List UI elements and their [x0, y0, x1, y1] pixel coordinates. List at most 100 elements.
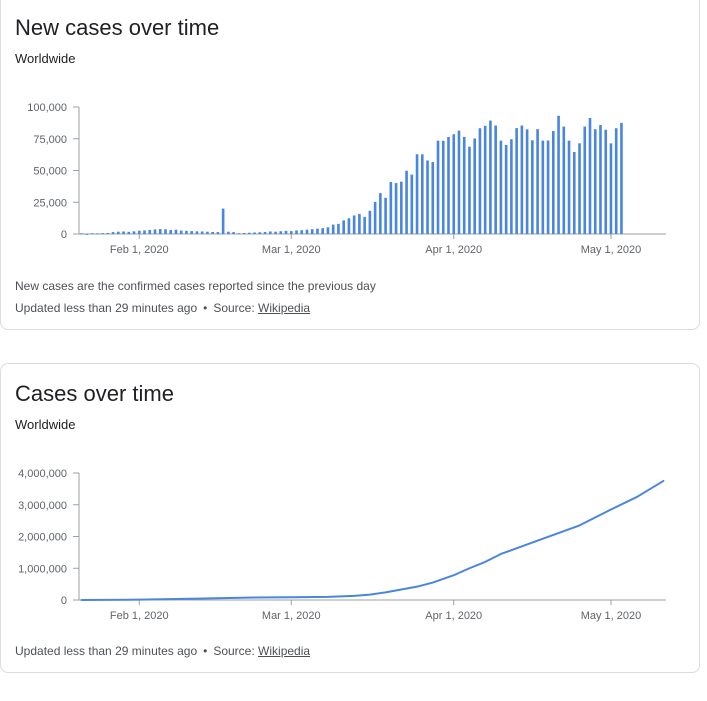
bar [185, 230, 188, 234]
bar [494, 125, 497, 234]
x-tick-label: Apr 1, 2020 [425, 610, 482, 622]
bar [101, 233, 104, 235]
cases-over-time-footer: Updated less than 29 minutes ago • Source:… [15, 644, 310, 658]
bar [326, 227, 330, 234]
bar [279, 231, 283, 234]
cases-over-time-subtitle: Worldwide [15, 417, 76, 432]
bar [541, 140, 545, 234]
bar [300, 230, 304, 234]
series-line [80, 479, 665, 601]
bar [148, 229, 152, 234]
bar [227, 231, 230, 234]
bar [452, 134, 456, 234]
updated-text: Updated less than 29 minutes ago [15, 301, 198, 315]
bar [137, 230, 141, 234]
bar [263, 231, 267, 234]
bar [96, 233, 99, 235]
bar [536, 129, 539, 234]
bar [305, 229, 309, 234]
bar [379, 193, 382, 234]
source-link-wikipedia[interactable]: Wikipedia [258, 644, 311, 658]
y-tick-label: 50,000 [33, 166, 67, 178]
bar [190, 231, 193, 234]
bar [331, 224, 335, 234]
x-tick-label: Feb 1, 2020 [110, 610, 169, 622]
bar [164, 229, 167, 234]
bar [242, 232, 246, 234]
bar [457, 130, 461, 234]
bar [337, 223, 340, 234]
new-cases-card: New cases over time Worldwide 0 25,000 50,… [0, 0, 700, 330]
bar [216, 232, 220, 234]
bar [363, 216, 366, 234]
bar [384, 197, 387, 234]
bar [90, 233, 94, 235]
bar [420, 154, 424, 234]
bar [258, 232, 262, 234]
bar [410, 174, 414, 234]
bar [604, 129, 608, 234]
bar [206, 231, 209, 234]
bar [342, 220, 345, 234]
bar [352, 215, 356, 234]
bar [153, 229, 157, 234]
bar [284, 230, 288, 234]
y-tick-label: 1,000,000 [18, 563, 67, 575]
cases-over-time-line-chart: 0 1,000,000 2,000,000 3,000,000 4,000,000 Feb… [18, 468, 666, 622]
bar [614, 128, 618, 234]
bar [373, 201, 377, 234]
bar [117, 231, 120, 234]
bar [111, 232, 115, 234]
bar [174, 229, 178, 234]
bar [489, 120, 492, 234]
bar [400, 181, 403, 234]
y-tick-label: 4,000,000 [18, 468, 67, 480]
new-cases-title: New cases over time [15, 15, 220, 40]
bar [504, 144, 508, 234]
bar [347, 218, 351, 234]
source-label: Source: [213, 301, 255, 315]
bar [525, 129, 529, 234]
bar [567, 140, 571, 234]
bar [468, 146, 471, 234]
source-link-wikipedia[interactable]: Wikipedia [258, 301, 311, 315]
bar [583, 126, 587, 234]
separator-dot: • [203, 301, 208, 315]
x-tick-label: May 1, 2020 [581, 610, 642, 622]
bar [593, 129, 597, 234]
x-tick-label: Mar 1, 2020 [262, 610, 321, 622]
bar [268, 231, 272, 234]
new-cases-note: New cases are the confirmed cases report… [15, 279, 376, 293]
bar [143, 230, 146, 234]
y-tick-label: 0 [61, 229, 67, 241]
bar [158, 229, 162, 234]
bar [389, 181, 393, 234]
x-tick-label: Feb 1, 2020 [110, 244, 169, 256]
bar [531, 140, 534, 234]
bar [499, 140, 503, 234]
bar [274, 231, 277, 234]
new-cases-subtitle: Worldwide [15, 51, 76, 66]
bar [211, 231, 214, 234]
bar [405, 170, 408, 234]
y-tick-label: 0 [61, 595, 67, 607]
bar [80, 233, 83, 235]
cases-over-time-card: Cases over time Worldwide 0 1,000,000 2,00… [0, 363, 700, 673]
x-tick-label: May 1, 2020 [581, 244, 642, 256]
bar [200, 231, 204, 234]
bar [127, 231, 131, 234]
bar [620, 122, 623, 235]
y-tick-label: 25,000 [33, 197, 67, 209]
bar [515, 128, 518, 234]
separator-dot: • [203, 644, 208, 658]
bar [473, 138, 477, 234]
bar [253, 232, 256, 234]
y-tick-label: 3,000,000 [18, 500, 67, 512]
y-tick-label: 2,000,000 [18, 532, 67, 544]
bar [483, 125, 487, 234]
bar [436, 140, 440, 234]
updated-text: Updated less than 29 minutes ago [15, 644, 198, 658]
bar [588, 118, 592, 234]
bar [248, 232, 251, 234]
bar [609, 143, 613, 234]
